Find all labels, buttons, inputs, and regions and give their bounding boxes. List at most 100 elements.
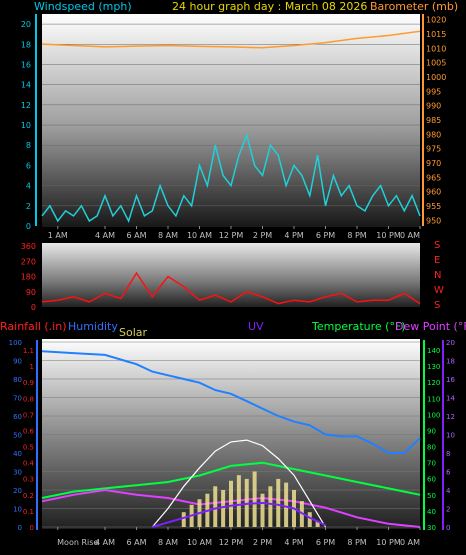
wind-x-labels: 1 AM 4 AM 6 AM 8 AM 10 AM 12 PM 2 PM 4 PM 6 PM 8 …	[48, 226, 421, 240]
temperature-tick-label: 130	[427, 363, 440, 371]
legend-humidity: Humidity	[68, 320, 118, 333]
solar-bar	[181, 512, 186, 527]
wind-tick-labels: 0 2 4 6 8 10 12 14 16 18 20	[21, 20, 31, 231]
temperature-tick-label: 50	[427, 492, 436, 500]
compass-label: N	[434, 270, 441, 281]
temperature-line	[41, 461, 421, 499]
solar-bar	[260, 493, 265, 527]
temperature-tick-label: 30	[427, 524, 436, 532]
uv-tick-label: 10	[446, 432, 455, 440]
legend-uv: UV	[248, 320, 264, 333]
bottom-x-label: 12 PM	[219, 538, 244, 547]
wind-x-label: 10 PM	[376, 231, 401, 240]
bottom-series	[41, 350, 421, 528]
wind-tick-label: 10	[21, 121, 31, 130]
solar-bar	[276, 478, 281, 527]
humidity-tick-label: 80	[13, 376, 22, 384]
humidity-tick-label: 70	[13, 395, 22, 403]
uv-line	[152, 501, 326, 528]
solar-bar	[315, 521, 320, 527]
baro-tick-label: 1010	[426, 44, 446, 53]
bottom-x-label: 2 PM	[253, 538, 272, 547]
direction-series	[41, 271, 421, 305]
solar-bar	[252, 471, 257, 527]
rain-tick-label: 0.9	[23, 379, 34, 387]
rain-tick-label: 0	[30, 524, 34, 532]
uv-tick-label: 12	[446, 413, 455, 421]
baro-tick-label: 995	[426, 87, 441, 96]
wind-tick-label: 12	[21, 101, 31, 110]
bottom-x-label: 0 AM	[400, 538, 420, 547]
direction-tick-label: 360	[21, 242, 36, 251]
temperature-tick-label: 110	[427, 395, 440, 403]
rain-tick-label: 0.7	[23, 411, 34, 419]
wind-tick-label: 16	[21, 60, 31, 69]
wind-x-label: 0 AM	[400, 231, 420, 240]
compass-label: S	[434, 300, 440, 311]
wind-tick-label: 2	[26, 202, 31, 211]
wind-tick-label: 0	[26, 222, 31, 231]
uv-tick-label: 18	[446, 358, 455, 366]
bottom-x-label: 10 AM	[187, 538, 212, 547]
panel-direction-bg	[42, 243, 420, 307]
temperature-tick-label: 90	[427, 427, 436, 435]
solar-bar	[221, 490, 226, 527]
left-axis-title: Windspeed (mph)	[34, 0, 132, 13]
direction-tick-label: 180	[21, 273, 36, 282]
windspeed-line	[41, 132, 421, 223]
uv-tick-label: 6	[446, 469, 451, 477]
baro-tick-label: 985	[426, 116, 441, 125]
uv-tick-label: 4	[446, 487, 451, 495]
rain-tick-label: 1	[30, 363, 34, 371]
bottom-tick-labels: 010203040506070809010000.10.20.30.40.50.…	[9, 339, 456, 532]
wind-x-label: 10 AM	[187, 231, 212, 240]
wind-x-label: 6 PM	[316, 231, 335, 240]
temperature-tick-label: 120	[427, 379, 440, 387]
baro-tick-label: 980	[426, 130, 441, 139]
wind-x-label: 2 PM	[253, 231, 272, 240]
solar-bar	[229, 480, 233, 527]
wind-tick-label: 6	[26, 161, 31, 170]
wind-x-label: 4 PM	[284, 231, 303, 240]
baro-tick-label: 975	[426, 145, 441, 154]
temperature-tick-label: 140	[427, 347, 440, 355]
bottom-x-label: 8 PM	[347, 538, 366, 547]
wind-gridlines	[42, 23, 420, 227]
solar-max-curve	[151, 439, 327, 528]
temperature-tick-label: 100	[427, 411, 440, 419]
right-axis-title: Barometer (mb)	[370, 0, 458, 13]
wind-x-label: 6 AM	[126, 231, 146, 240]
baro-tick-label: 1005	[426, 59, 446, 68]
bottom-x-label: 4 AM	[95, 538, 115, 547]
wind-tick-label: 18	[21, 40, 31, 49]
wind-x-label: 8 AM	[158, 231, 178, 240]
compass-label: W	[434, 285, 444, 296]
wind-direction-line	[41, 271, 421, 305]
wind-x-label: 12 PM	[219, 231, 244, 240]
compass-label: S	[434, 240, 440, 251]
wind-tick-label: 14	[21, 81, 31, 90]
solar-bar	[284, 482, 289, 527]
baro-tick-label: 990	[426, 102, 441, 111]
rain-tick-label: 0.6	[23, 427, 35, 435]
uv-tick-label: 8	[446, 450, 450, 458]
uv-tick-label: 20	[446, 339, 455, 347]
rain-tick-label: 0.5	[23, 444, 34, 452]
wind-series	[41, 30, 421, 223]
chart-title: 24 hour graph day : March 08 2026	[172, 0, 367, 13]
rain-tick-label: 0.3	[23, 476, 34, 484]
humidity-tick-label: 30	[13, 469, 22, 477]
baro-tick-label: 965	[426, 173, 441, 182]
wind-tick-label: 20	[21, 20, 31, 29]
humidity-tick-label: 60	[13, 413, 22, 421]
direction-tick-label: 0	[31, 303, 36, 312]
uv-tick-label: 14	[446, 395, 455, 403]
wind-x-label: 1 AM	[48, 231, 68, 240]
legend-rainfall: Rainfall (.in)	[0, 320, 67, 333]
temperature-tick-label: 70	[427, 460, 436, 468]
rain-tick-label: 1.1	[23, 347, 34, 355]
baro-tick-label: 1000	[426, 73, 446, 82]
direction-tick-labels: 0 90 180 270 360	[21, 242, 36, 312]
